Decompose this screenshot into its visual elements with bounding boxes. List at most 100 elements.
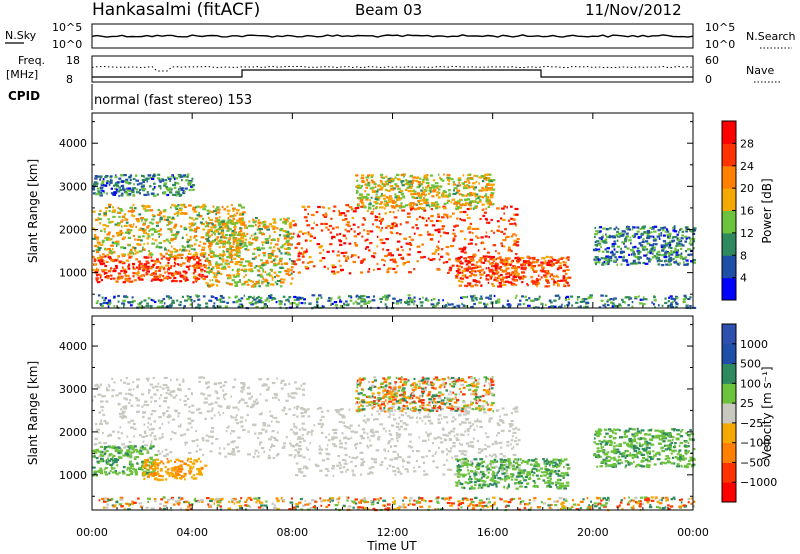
velocity-colorbar-swatch (722, 343, 736, 365)
power-colorbar-swatch (722, 232, 736, 256)
velocity-colorbar-tick: 500 (740, 358, 761, 371)
velocity-colorbar-swatch (722, 363, 736, 384)
time-tick-label: 12:00 (377, 526, 409, 539)
power-region-8 (95, 294, 697, 310)
power-ytick-label: 2000 (59, 223, 87, 236)
cpid-label: CPID (8, 89, 40, 103)
velocity-colorbar-swatch (722, 324, 736, 345)
date-label: 11/Nov/2012 (585, 1, 682, 19)
power-colorbar-swatch (722, 121, 736, 144)
velocity-region-6 (593, 427, 696, 469)
power-colorbar-swatch (722, 277, 736, 301)
nave-tick-top: 60 (705, 54, 719, 67)
power-region-4 (292, 203, 520, 275)
power-region-2 (92, 173, 195, 198)
power-region-5 (355, 173, 496, 211)
power-region-7 (592, 225, 697, 267)
nsky-tick-bottom: 10^0 (52, 38, 82, 51)
nsky-label: N.Sky (5, 29, 37, 42)
power-panel: 1000 2000 3000 4000 Slant Range [km] 4 8 12 16… (26, 112, 774, 310)
velocity-frame (91, 315, 694, 511)
nsearch-label: N.Search (746, 30, 796, 43)
nsky-tick-top: 10^5 (52, 21, 82, 34)
nsky-series (91, 34, 694, 38)
velocity-colorbar-tick: −100 (740, 437, 770, 450)
time-tick-label: 16:00 (477, 526, 509, 539)
power-region-3 (205, 216, 296, 288)
power-region-0 (92, 255, 209, 284)
beam-label: Beam 03 (355, 1, 422, 19)
time-tick-label: 08:00 (276, 526, 308, 539)
velocity-colorbar-swatch (722, 482, 736, 503)
nave-tick-bottom: 0 (705, 73, 712, 86)
velocity-colorbar-swatch (722, 462, 736, 483)
power-colorbar-label: Power [dB] (760, 178, 774, 243)
power-ylabel: Slant Range [km] (26, 159, 40, 263)
velocity-region-0 (92, 376, 307, 460)
time-tick-label: 00:00 (677, 526, 709, 539)
velocity-colorbar-swatch (722, 403, 736, 424)
freq-series (92, 69, 693, 78)
time-axis-label: Time UT (366, 539, 417, 553)
nsky-right-tick-top: 10^5 (705, 21, 735, 34)
power-colorbar-swatch (722, 188, 736, 211)
velocity-ytick-label: 1000 (59, 469, 87, 482)
velocity-colorbar-swatch (722, 422, 736, 444)
velocity-colorbar-swatch (722, 442, 736, 463)
power-ytick-label: 4000 (59, 137, 87, 150)
freq-unit: [MHz] (6, 68, 38, 81)
power-colorbar-swatch (722, 143, 736, 167)
power-ytick-label: 3000 (59, 180, 87, 193)
freq-tick-top: 18 (66, 54, 80, 67)
velocity-region-4 (355, 376, 495, 413)
velocity-ylabel: Slant Range [km] (26, 361, 40, 465)
velocity-colorbar-tick: 100 (740, 377, 761, 390)
power-colorbar-tick: 16 (740, 205, 754, 218)
time-tick-label: 04:00 (176, 526, 208, 539)
nsky-right-tick-bottom: 10^0 (705, 38, 735, 51)
power-colorbar-tick: 24 (740, 160, 754, 173)
freq-tick-bottom: 8 (66, 73, 73, 86)
velocity-colorbar-tick: 25 (740, 397, 754, 410)
power-colorbar-tick: 8 (740, 249, 747, 262)
freq-panel: Freq. [MHz] 18 8 60 0 Nave (6, 54, 782, 86)
velocity-colorbar: 1000 500 100 25 −25 −100 −500 −1000 (721, 323, 777, 503)
velocity-ytick-label: 2000 (59, 426, 87, 439)
velocity-region-5 (455, 457, 571, 490)
nsky-panel: N.Sky 10^5 10^0 10^5 10^0 N.Search (5, 21, 796, 51)
velocity-colorbar-label: Velocity [m s⁻¹] (760, 366, 774, 459)
power-colorbar-tick: 12 (740, 227, 754, 240)
power-colorbar-swatch (722, 165, 736, 189)
time-axis: 00:00 04:00 08:00 12:00 16:00 20:00 00:00 (76, 526, 709, 539)
radar-title: Hankasalmi (fitACF) (92, 0, 260, 20)
power-region-1 (92, 203, 246, 258)
velocity-panel: 1000 2000 3000 4000 Slant Range [km] 1000 50… (26, 315, 777, 512)
velocity-ytick-label: 3000 (59, 383, 87, 396)
power-colorbar-tick: 4 (740, 272, 747, 285)
time-tick-label: 00:00 (76, 526, 108, 539)
velocity-scatter (92, 376, 696, 512)
velocity-colorbar-swatch (722, 383, 736, 404)
power-colorbar-tick: 28 (740, 137, 754, 150)
power-scatter (92, 173, 697, 310)
power-colorbar-tick: 20 (740, 182, 754, 195)
velocity-colorbar-tick: −500 (740, 456, 770, 469)
power-colorbar-swatch (722, 255, 736, 279)
power-frame (91, 112, 694, 309)
time-tick-label: 20:00 (577, 526, 609, 539)
velocity-colorbar-tick: −1000 (740, 476, 777, 489)
power-ytick-label: 1000 (59, 267, 87, 280)
velocity-colorbar-tick: 1000 (740, 338, 768, 351)
freq-label: Freq. (18, 54, 45, 67)
power-colorbar-swatch (722, 210, 736, 234)
velocity-region-3 (142, 457, 208, 482)
velocity-colorbar-tick: −25 (740, 417, 763, 430)
velocity-ytick-label: 4000 (59, 340, 87, 353)
freq-frame (91, 55, 694, 83)
power-region-6 (455, 255, 572, 288)
cpid-panel: CPID normal (fast stereo) 153 (8, 84, 252, 110)
power-colorbar: 4 8 12 16 20 24 28 (721, 120, 754, 301)
nave-series (91, 65, 694, 72)
nave-label: Nave (746, 64, 774, 77)
